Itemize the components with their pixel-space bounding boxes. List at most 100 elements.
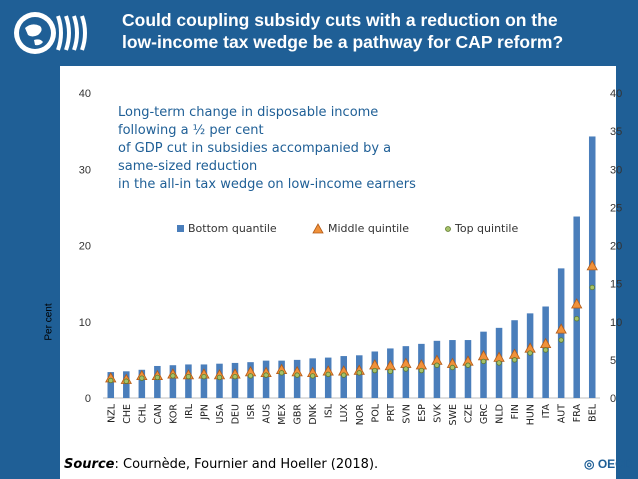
marker-top-quintile-swe xyxy=(449,364,456,371)
x-tick-label-ita: ITA xyxy=(541,404,552,419)
header: Could coupling subsidy cuts with a reduc… xyxy=(0,0,638,64)
x-tick-label-svn: SVN xyxy=(401,404,412,424)
bar-bottom-quantile-isr xyxy=(247,362,254,398)
bar-bottom-quantile-nor xyxy=(356,355,363,398)
x-tick-label-pol: POL xyxy=(370,403,381,422)
marker-top-quintile-mex xyxy=(278,370,285,376)
x-tick-label-kor: KOR xyxy=(168,404,179,424)
chart-annotation: Long-term change in disposable income fo… xyxy=(118,104,418,194)
x-tick-label-can: CAN xyxy=(153,404,164,424)
annotation-line-2: of GDP cut in subsidies accompanied by a… xyxy=(118,141,392,174)
y-tick-label-left: 20 xyxy=(79,241,91,253)
marker-middle-quintile-nld xyxy=(493,351,505,362)
bar-bottom-quantile-gbr xyxy=(293,359,301,398)
page-title: Could coupling subsidy cuts with a reduc… xyxy=(122,9,632,53)
x-tick-label-svk: SVK xyxy=(432,403,443,423)
marker-top-quintile-svn xyxy=(403,366,409,372)
bar-bottom-quantile-isl xyxy=(324,357,332,398)
marker-top-quintile-gbr xyxy=(294,372,300,378)
x-tick-label-usa: USA xyxy=(215,404,226,424)
chart-panel xyxy=(60,66,616,479)
x-tick-label-hun: HUN xyxy=(526,404,537,425)
oecd-globe-logo-icon xyxy=(14,12,87,54)
marker-top-quintile-usa xyxy=(216,374,223,381)
marker-top-quintile-isl xyxy=(325,371,331,378)
marker-top-quintile-dnk xyxy=(309,373,316,379)
bar-bottom-quantile-pol xyxy=(371,351,379,398)
oecd-brand-text: OECD xyxy=(597,457,633,471)
legend-label-top-quintile: Top quintile xyxy=(454,222,518,235)
marker-top-quintile-jpn xyxy=(201,373,207,380)
bar-bottom-quantile-deu xyxy=(231,362,239,398)
source-text: : Cournède, Fournier and Hoeller (2018). xyxy=(114,457,379,472)
bar-bottom-quantile-nzl xyxy=(107,372,115,398)
marker-top-quintile-nor xyxy=(356,370,362,376)
marker-middle-quintile-fra xyxy=(571,298,583,309)
bar-bottom-quantile-can xyxy=(154,365,161,398)
marker-middle-quintile-pol xyxy=(369,359,381,370)
marker-top-quintile-cze xyxy=(465,362,471,368)
marker-middle-quintile-fin xyxy=(508,348,521,359)
x-tick-label-swe: SWE xyxy=(448,404,459,425)
marker-top-quintile-pol xyxy=(372,367,378,374)
x-tick-label-mex: MEX xyxy=(277,404,288,425)
y-tick-label-right: 15 xyxy=(610,279,622,291)
x-tick-label-grc: GRC xyxy=(479,404,490,424)
x-tick-label-nld: NLD xyxy=(495,404,506,424)
marker-top-quintile-ita xyxy=(542,347,549,353)
source-label: Source xyxy=(64,457,115,472)
bar-bottom-quantile-cze xyxy=(464,340,472,398)
legend-swatch-middle-quintile xyxy=(312,223,324,234)
marker-top-quintile-deu xyxy=(232,373,238,380)
marker-top-quintile-chl xyxy=(139,375,145,381)
bar-bottom-quantile-mex xyxy=(278,360,285,398)
y-tick-label-left: 0 xyxy=(85,393,91,405)
annotation-line-3: in the all-in tax wedge on low-income ea… xyxy=(118,177,416,192)
marker-top-quintile-lux xyxy=(341,372,347,378)
x-tick-label-nzl: NZL xyxy=(106,403,117,423)
marker-top-quintile-isr xyxy=(247,373,254,379)
marker-top-quintile-prt xyxy=(387,368,394,375)
y-tick-label-right: 0 xyxy=(610,393,616,405)
marker-top-quintile-che xyxy=(123,378,129,384)
bar-bottom-quantile-chl xyxy=(138,369,146,398)
y-tick-label-right: 30 xyxy=(610,164,622,176)
x-tick-label-che: CHE xyxy=(122,404,133,424)
x-tick-label-isl: ISL xyxy=(324,403,335,418)
marker-top-quintile-fin xyxy=(511,357,518,363)
marker-middle-quintile-esp xyxy=(415,359,428,370)
bar-bottom-quantile-usa xyxy=(216,363,223,398)
x-tick-label-esp: ESP xyxy=(417,404,428,422)
x-tick-label-nor: NOR xyxy=(355,404,366,426)
x-tick-label-chl: CHL xyxy=(137,403,148,423)
y-axis-label: Per cent xyxy=(43,303,55,341)
legend-swatch-bottom-quantile xyxy=(177,225,184,232)
bar-bottom-quantile-che xyxy=(123,371,130,398)
bar-bottom-quantile-svk xyxy=(433,340,441,398)
x-tick-label-cze: CZE xyxy=(463,404,474,423)
y-tick-label-left: 40 xyxy=(79,88,91,100)
y-tick-label-right: 10 xyxy=(610,317,622,329)
marker-top-quintile-kor xyxy=(170,373,176,379)
marker-top-quintile-aus xyxy=(263,372,269,378)
marker-middle-quintile-prt xyxy=(384,359,397,371)
marker-top-quintile-can xyxy=(154,374,161,381)
marker-top-quintile-bel xyxy=(589,284,595,291)
marker-top-quintile-svk xyxy=(434,362,440,368)
x-tick-label-fin: FIN xyxy=(510,404,521,419)
bar-bottom-quantile-aus xyxy=(262,360,270,398)
x-tick-label-aus: AUS xyxy=(262,404,273,423)
x-tick-label-gbr: GBR xyxy=(293,404,304,425)
oecd-footer-brand: ◎ OECD xyxy=(584,457,633,471)
x-tick-label-deu: DEU xyxy=(231,404,242,424)
y-tick-label-left: 30 xyxy=(79,164,91,176)
marker-top-quintile-grc xyxy=(480,358,487,365)
marker-top-quintile-hun xyxy=(527,350,533,356)
bar-bottom-quantile-jpn xyxy=(200,364,208,398)
marker-top-quintile-fra xyxy=(574,316,580,322)
y-tick-label-right: 20 xyxy=(610,241,622,253)
y-tick-label-right: 25 xyxy=(610,202,622,214)
legend-label-middle-quintile: Middle quintile xyxy=(328,222,409,235)
marker-middle-quintile-svn xyxy=(400,357,412,368)
